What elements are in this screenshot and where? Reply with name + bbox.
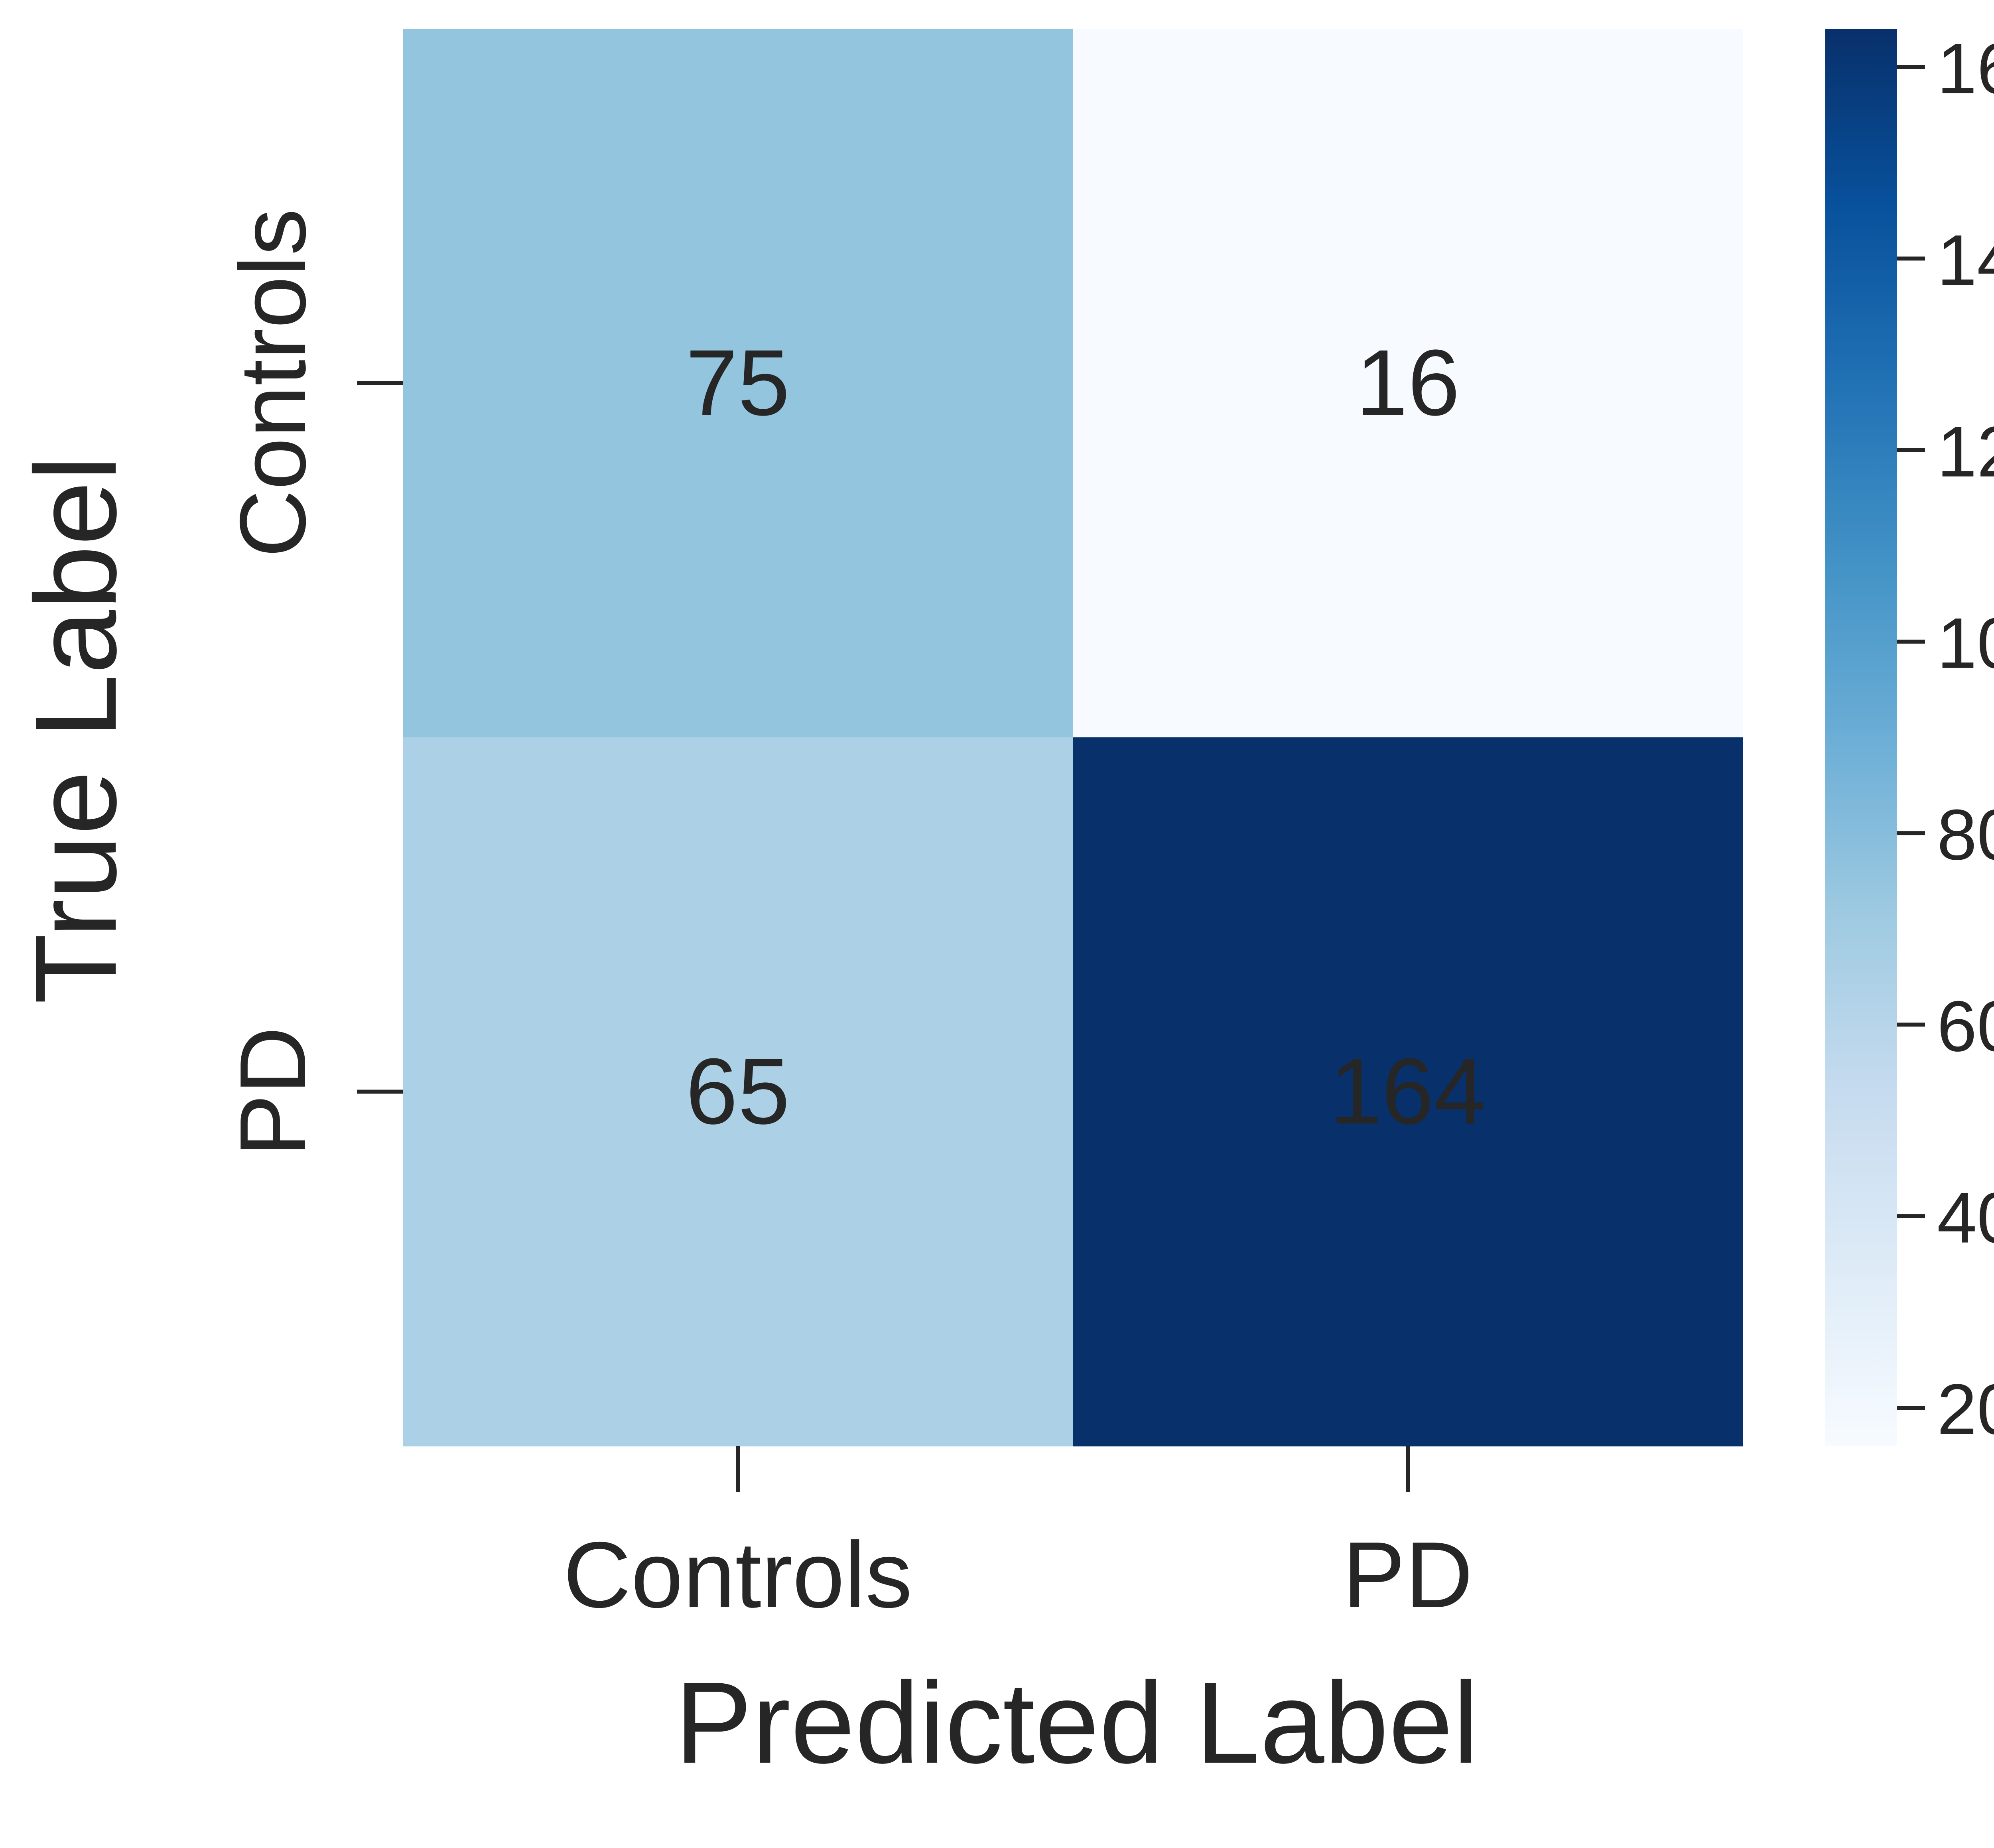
colorbar-tick-label: 60 [1937, 986, 1994, 1066]
y-axis-title: True Label [11, 455, 140, 1004]
colorbar-tick-label: 140 [1937, 220, 1994, 300]
y-tick-label: Controls [220, 209, 325, 558]
colorbar: 20 40 60 80 100 120 140 160 [1825, 29, 1994, 1450]
heatmap-cell [1073, 737, 1743, 1446]
heatmap-cell [1073, 29, 1743, 738]
y-tick-label: PD [220, 1026, 325, 1156]
cell-value-label: 65 [686, 1039, 790, 1144]
colorbar-tick-label: 100 [1937, 603, 1994, 684]
x-tick-label: PD [1343, 1522, 1473, 1627]
heatmap-cell [403, 29, 1073, 738]
colorbar-tick-label: 20 [1937, 1369, 1994, 1450]
colorbar-gradient [1825, 29, 1897, 1446]
cell-value-label: 16 [1356, 330, 1460, 435]
cell-value-label: 75 [686, 330, 790, 435]
colorbar-tick-label: 160 [1937, 29, 1994, 109]
x-axis-title: Predicted Label [675, 1658, 1478, 1787]
cell-value-label: 164 [1330, 1039, 1486, 1144]
heatmap-cells [403, 29, 1743, 1446]
colorbar-tick-label: 40 [1937, 1178, 1994, 1258]
heatmap-cell [403, 737, 1073, 1446]
colorbar-tick-label: 80 [1937, 795, 1994, 875]
colorbar-tick-label: 120 [1937, 412, 1994, 492]
axes: Controls PD Controls PD [220, 209, 1473, 1627]
x-tick-label: Controls [563, 1522, 912, 1627]
cell-annotations: 75 16 65 164 [686, 330, 1486, 1144]
